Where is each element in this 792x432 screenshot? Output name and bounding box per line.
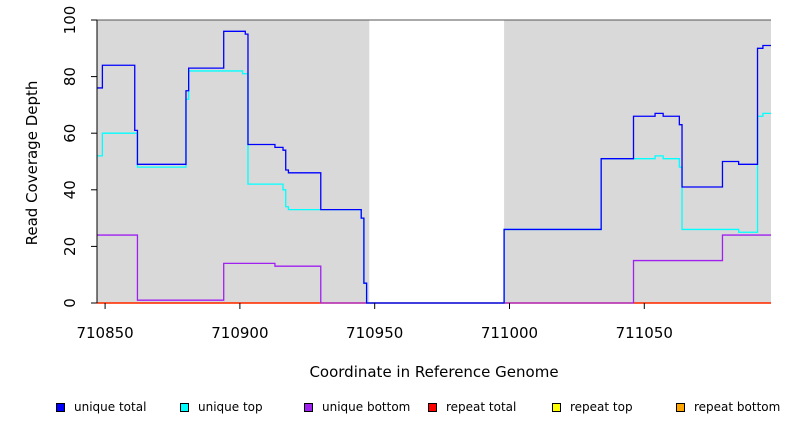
legend-item: repeat top: [552, 400, 633, 414]
legend-item: repeat total: [428, 400, 516, 414]
y-tick-label: 0: [61, 298, 79, 308]
series-lines: [97, 30, 771, 304]
legend-item: unique bottom: [304, 400, 410, 414]
legend-swatch: [552, 402, 561, 412]
legend-label: unique total: [74, 400, 147, 414]
y-axis-label: Read Coverage Depth: [23, 81, 41, 246]
shaded-region-0: [97, 20, 370, 303]
y-tick-label: 20: [61, 237, 79, 256]
y-tick-label: 80: [61, 67, 79, 86]
axes: 0 20 40 60 80 100 710850 710900 710950 711000 7110…: [61, 6, 771, 342]
legend-item: repeat bottom: [676, 400, 780, 414]
series-line-unique-bottom: [97, 234, 771, 304]
legend-label: repeat bottom: [694, 400, 781, 414]
x-tick-label: 711050: [616, 324, 673, 342]
x-tick-label: 711000: [481, 324, 538, 342]
x-tick-label: 710850: [76, 324, 133, 342]
legend-swatch: [56, 402, 65, 412]
legend-label: repeat total: [446, 400, 517, 414]
legend-label: unique top: [198, 400, 263, 414]
x-axis-label: Coordinate in Reference Genome: [309, 363, 558, 381]
y-tick-label: 100: [61, 6, 79, 35]
y-tick-label: 60: [61, 124, 79, 143]
x-tick-label: 710900: [211, 324, 268, 342]
legend: unique total unique top unique bottom repea…: [0, 400, 792, 420]
legend-label: repeat top: [570, 400, 633, 414]
legend-swatch: [676, 402, 685, 412]
legend-item: unique total: [56, 400, 146, 414]
legend-swatch: [304, 402, 313, 412]
x-tick-label: 710950: [346, 324, 403, 342]
y-tick-label: 40: [61, 180, 79, 199]
series-line-unique-total: [97, 30, 771, 304]
legend-item: unique top: [180, 400, 263, 414]
legend-label: unique bottom: [322, 400, 411, 414]
coverage-chart: 0 20 40 60 80 100 710850 710900 710950 711000 7110…: [23, 6, 771, 381]
legend-swatch: [428, 402, 437, 412]
legend-swatch: [180, 402, 189, 412]
